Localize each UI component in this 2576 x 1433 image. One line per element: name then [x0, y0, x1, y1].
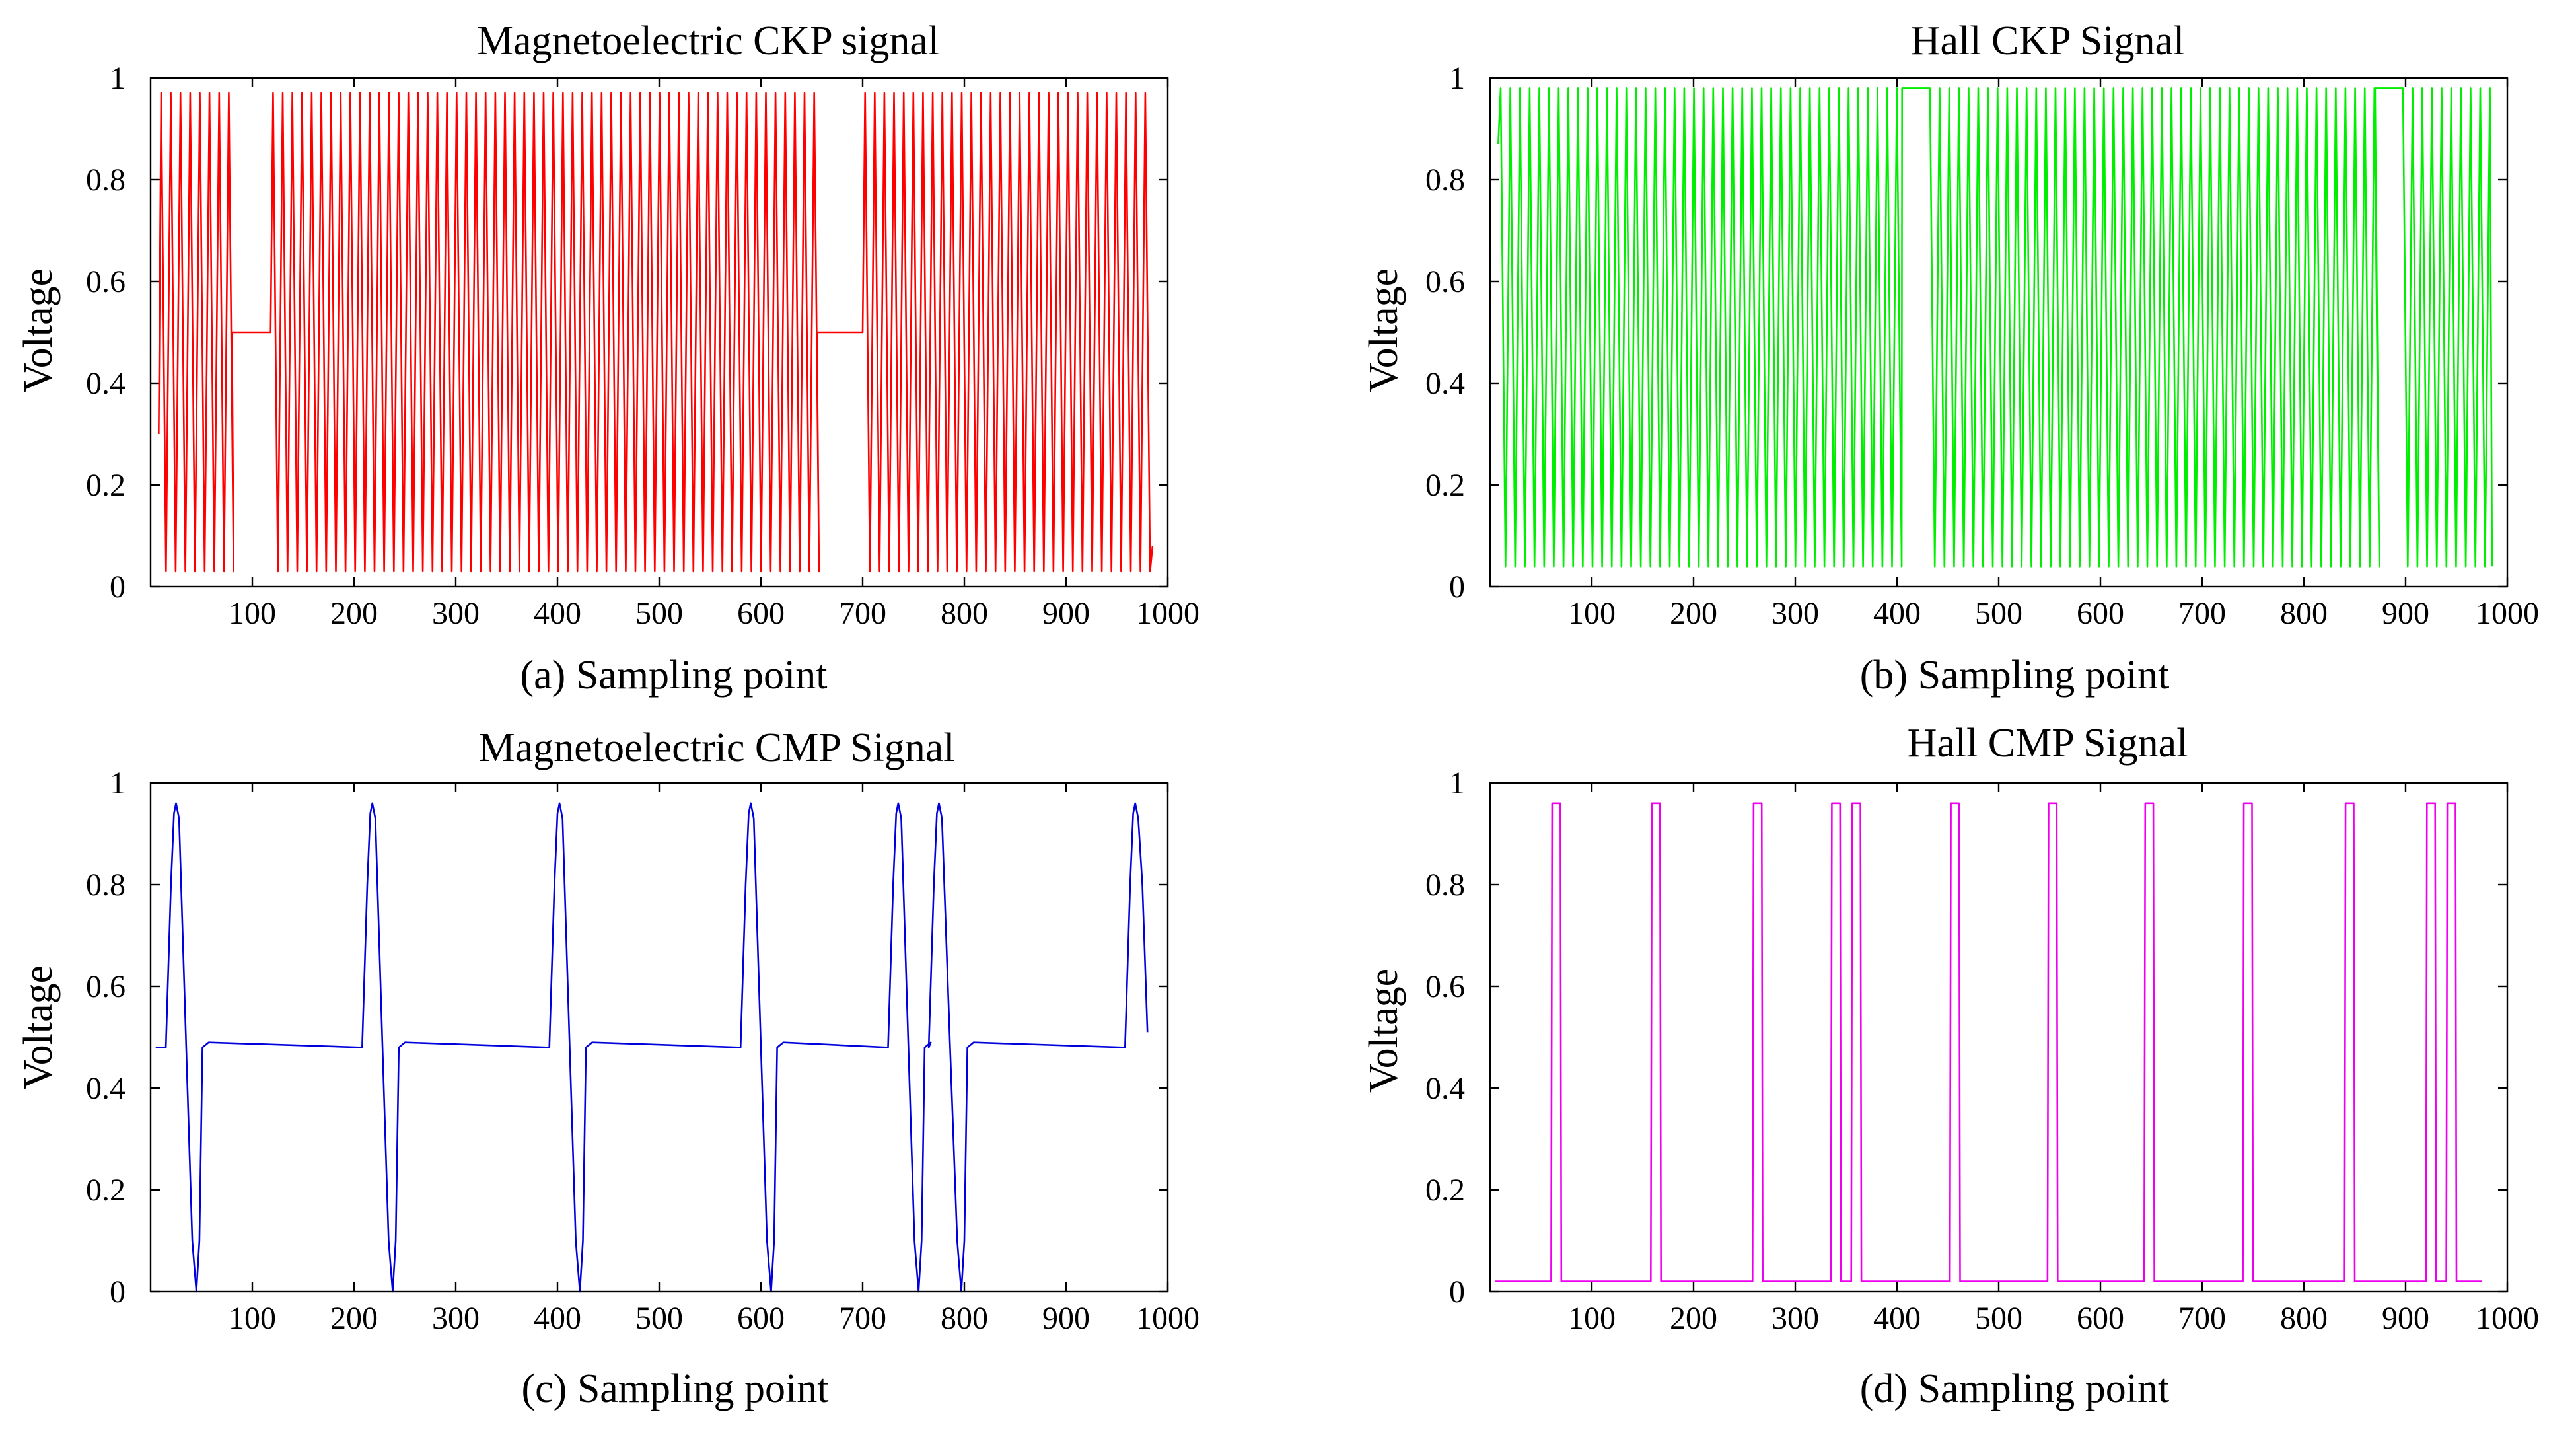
x-tick-label: 700	[2178, 1301, 2226, 1336]
x-tick-label: 600	[2077, 1301, 2124, 1336]
x-tick-label: 900	[2382, 596, 2429, 631]
y-tick-label: 0.8	[86, 163, 125, 198]
x-tick-label: 100	[229, 596, 276, 631]
y-tick-label: 0.8	[1425, 867, 1465, 902]
x-tick-label: 400	[534, 1301, 581, 1336]
series-line-a	[158, 92, 1154, 573]
y-axis-label-d: Voltage	[1361, 969, 1406, 1093]
x-tick-label: 1000	[2476, 596, 2539, 631]
axis-ticks-b: 100 200 300 400 500 600 700 800 900 1000 0 0.2 0.4 0.…	[1425, 61, 2539, 631]
chart-title-b: Hall CKP Signal	[1911, 18, 2185, 63]
x-tick-label: 700	[2178, 596, 2226, 631]
x-tick-label: 1000	[1136, 596, 1199, 631]
y-tick-label: 1	[1449, 766, 1465, 801]
x-tick-label: 200	[330, 1301, 378, 1336]
x-tick-label: 400	[1873, 596, 1921, 631]
x-tick-label: 300	[1771, 596, 1819, 631]
y-tick-label: 0.8	[86, 867, 125, 902]
x-tick-label: 700	[839, 596, 886, 631]
series-line-d	[1495, 802, 2482, 1282]
x-tick-label: 200	[1670, 1301, 1717, 1336]
x-tick-label: 100	[1568, 596, 1616, 631]
x-tick-label: 200	[330, 596, 378, 631]
axis-ticks-d: 100 200 300 400 500 600 700 800 900 1000 0 0.2 0.4 0.…	[1425, 766, 2539, 1336]
x-tick-label: 100	[229, 1301, 276, 1336]
y-tick-label: 1	[1449, 61, 1465, 96]
chart-title-d: Hall CMP Signal	[1908, 721, 2188, 766]
x-axis-label-d: (d) Sampling point	[1860, 1366, 2169, 1411]
x-axis-label-b: (b) Sampling point	[1860, 653, 2169, 698]
y-tick-label: 0.8	[1425, 163, 1465, 198]
x-tick-label: 400	[1873, 1301, 1921, 1336]
x-tick-label: 800	[2280, 596, 2328, 631]
y-tick-label: 0.2	[86, 468, 125, 503]
y-tick-label: 0	[1449, 570, 1465, 605]
x-tick-label: 500	[1975, 596, 2022, 631]
y-tick-label: 0	[110, 1274, 125, 1309]
x-axis-label-c: (c) Sampling point	[522, 1366, 829, 1411]
x-tick-label: 300	[432, 1301, 480, 1336]
panel-a-magnetoelectric-ckp: Magnetoelectric CKP signal Voltage (a) S…	[16, 18, 1199, 698]
axis-ticks-a: 100 200 300 400 500 600 700 800 900 1000 0 0.2 0.4 0.…	[86, 61, 1199, 631]
y-tick-label: 1	[110, 61, 125, 96]
x-tick-label: 200	[1670, 596, 1717, 631]
y-tick-label: 0.4	[1425, 1071, 1465, 1106]
y-tick-label: 0.2	[1425, 468, 1465, 503]
y-tick-label: 0.6	[86, 969, 125, 1004]
y-tick-label: 0.4	[86, 366, 125, 401]
x-tick-label: 700	[839, 1301, 886, 1336]
y-tick-label: 0.4	[86, 1071, 125, 1106]
x-tick-label: 100	[1568, 1301, 1616, 1336]
y-tick-label: 0.6	[86, 264, 125, 299]
chart-title-c: Magnetoelectric CMP Signal	[479, 725, 955, 770]
x-tick-label: 500	[635, 596, 683, 631]
x-tick-label: 1000	[2476, 1301, 2539, 1336]
x-tick-label: 300	[1771, 1301, 1819, 1336]
y-tick-label: 0.2	[86, 1173, 125, 1208]
x-tick-label: 600	[737, 596, 785, 631]
x-tick-label: 900	[2382, 1301, 2429, 1336]
x-tick-label: 500	[1975, 1301, 2022, 1336]
x-tick-label: 300	[432, 596, 480, 631]
y-tick-label: 0.6	[1425, 969, 1465, 1004]
plot-frame-d	[1489, 782, 2509, 1293]
x-tick-label: 600	[737, 1301, 785, 1336]
x-tick-label: 400	[534, 596, 581, 631]
y-tick-label: 0	[110, 570, 125, 605]
y-axis-label-c: Voltage	[16, 965, 61, 1089]
panel-d-hall-cmp: Hall CMP Signal Voltage (d) Sampling poi…	[1361, 721, 2539, 1411]
y-tick-label: 0	[1449, 1274, 1465, 1309]
x-tick-label: 600	[2077, 596, 2124, 631]
y-tick-label: 0.2	[1425, 1173, 1465, 1208]
y-axis-label-b: Voltage	[1361, 268, 1406, 392]
series-line-c	[155, 802, 1149, 1293]
y-tick-label: 0.6	[1425, 264, 1465, 299]
plot-frame-b	[1489, 77, 2509, 588]
y-tick-label: 1	[110, 766, 125, 801]
x-tick-label: 900	[1042, 596, 1090, 631]
plot-frame-c	[149, 782, 1169, 1293]
plot-frame-a	[149, 77, 1169, 588]
x-tick-label: 800	[941, 596, 988, 631]
chart-title-a: Magnetoelectric CKP signal	[477, 18, 939, 63]
x-tick-label: 500	[635, 1301, 683, 1336]
panel-c-magnetoelectric-cmp: Magnetoelectric CMP Signal Voltage (c) S…	[16, 725, 1199, 1411]
axis-ticks-c: 100 200 300 400 500 600 700 800 900 1000 0 0.2 0.4 0.…	[86, 766, 1199, 1336]
y-axis-label-a: Voltage	[16, 268, 61, 392]
x-tick-label: 900	[1042, 1301, 1090, 1336]
y-tick-label: 0.4	[1425, 366, 1465, 401]
x-tick-label: 800	[941, 1301, 988, 1336]
series-line-b	[1497, 87, 2493, 568]
x-tick-label: 800	[2280, 1301, 2328, 1336]
x-tick-label: 1000	[1136, 1301, 1199, 1336]
x-axis-label-a: (a) Sampling point	[520, 653, 828, 698]
panel-b-hall-ckp: Hall CKP Signal Voltage (b) Sampling poi…	[1361, 18, 2539, 698]
